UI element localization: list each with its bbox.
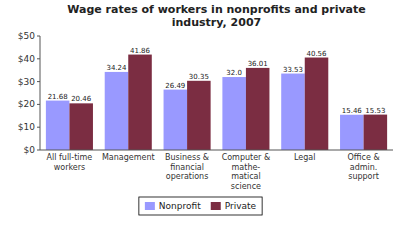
x-axis-line bbox=[40, 150, 393, 151]
bar bbox=[187, 81, 211, 150]
x-tick-label-line: workers bbox=[54, 163, 85, 172]
data-labels: 21.68 34.24 26.49 32.0 33.53 15.46 20.46 41.86 3… bbox=[48, 47, 386, 115]
bar bbox=[69, 103, 93, 150]
y-tick-label: $50 bbox=[18, 31, 35, 41]
chart: Wage rates of workers in nonprofits and … bbox=[0, 0, 401, 238]
legend-label: Private bbox=[225, 201, 257, 211]
x-tick-label-line: admin. bbox=[350, 163, 378, 172]
y-tick-label: $0 bbox=[24, 145, 36, 155]
data-label: 41.86 bbox=[130, 47, 151, 55]
bars bbox=[46, 55, 387, 150]
x-tick-label: Management bbox=[102, 153, 155, 162]
legend-label: Nonprofit bbox=[159, 201, 201, 211]
y-tick-label: $10 bbox=[18, 122, 35, 132]
x-tick-label-line: financial bbox=[170, 163, 204, 172]
x-tick-label-line: support bbox=[348, 172, 379, 181]
x-tick-label-line: Office & bbox=[348, 153, 380, 162]
title-line: Wage rates of workers in nonprofits and … bbox=[67, 3, 366, 16]
bar bbox=[164, 90, 188, 150]
title: Wage rates of workers in nonprofits and … bbox=[67, 3, 366, 29]
bar bbox=[364, 115, 388, 150]
y-tick-label: $40 bbox=[18, 54, 35, 64]
data-label: 15.46 bbox=[342, 107, 363, 115]
data-label: 30.35 bbox=[189, 73, 209, 81]
x-tick-label-line: science bbox=[231, 182, 261, 191]
bar bbox=[305, 58, 329, 150]
y-tick-label: $30 bbox=[18, 77, 35, 87]
data-label: 36.01 bbox=[248, 60, 268, 68]
data-label: 34.24 bbox=[106, 64, 127, 72]
bar bbox=[46, 101, 70, 150]
y-tick bbox=[37, 81, 40, 82]
legend-swatch bbox=[145, 202, 155, 210]
y-axis-line bbox=[40, 36, 41, 150]
x-tick-label-line: operations bbox=[166, 172, 209, 181]
data-label: 40.56 bbox=[306, 50, 327, 58]
x-tick-label: Office &admin.support bbox=[348, 153, 380, 181]
bar bbox=[105, 72, 129, 150]
y-tick bbox=[37, 36, 40, 37]
data-label: 32.0 bbox=[226, 69, 242, 77]
bar bbox=[281, 74, 305, 150]
x-tick-label-line: Computer & bbox=[222, 153, 271, 162]
bar bbox=[340, 115, 364, 150]
legend-frame bbox=[139, 197, 262, 215]
y-tick bbox=[37, 150, 40, 151]
x-tick-label: Legal bbox=[294, 153, 315, 162]
bar bbox=[128, 55, 152, 150]
x-tick-label: Computer &mathe-maticalscience bbox=[222, 153, 271, 191]
x-tick-label: All full-timeworkers bbox=[47, 153, 93, 172]
title-line: industry, 2007 bbox=[172, 16, 261, 29]
bar bbox=[246, 68, 270, 150]
y-tick bbox=[37, 127, 40, 128]
data-label: 26.49 bbox=[165, 82, 185, 90]
y-tick-label: $20 bbox=[18, 99, 35, 109]
data-label: 20.46 bbox=[71, 95, 92, 103]
x-tick-label: Business &financialoperations bbox=[165, 153, 209, 181]
x-tick-label-line: Legal bbox=[294, 153, 315, 162]
x-tick-label-line: All full-time bbox=[47, 153, 93, 162]
data-label: 21.68 bbox=[48, 93, 68, 101]
x-tick-label-line: mathe- bbox=[232, 163, 261, 172]
x-tick-label-line: Management bbox=[102, 153, 155, 162]
x-tick-label-line: matical bbox=[231, 172, 261, 181]
data-label: 15.53 bbox=[365, 107, 385, 115]
data-label: 33.53 bbox=[283, 66, 303, 74]
y-tick bbox=[37, 104, 40, 105]
legend: Nonprofit Private bbox=[139, 197, 262, 215]
bar bbox=[222, 77, 246, 150]
legend-swatch bbox=[211, 202, 221, 210]
x-tick-label-line: Business & bbox=[165, 153, 209, 162]
y-tick bbox=[37, 58, 40, 59]
